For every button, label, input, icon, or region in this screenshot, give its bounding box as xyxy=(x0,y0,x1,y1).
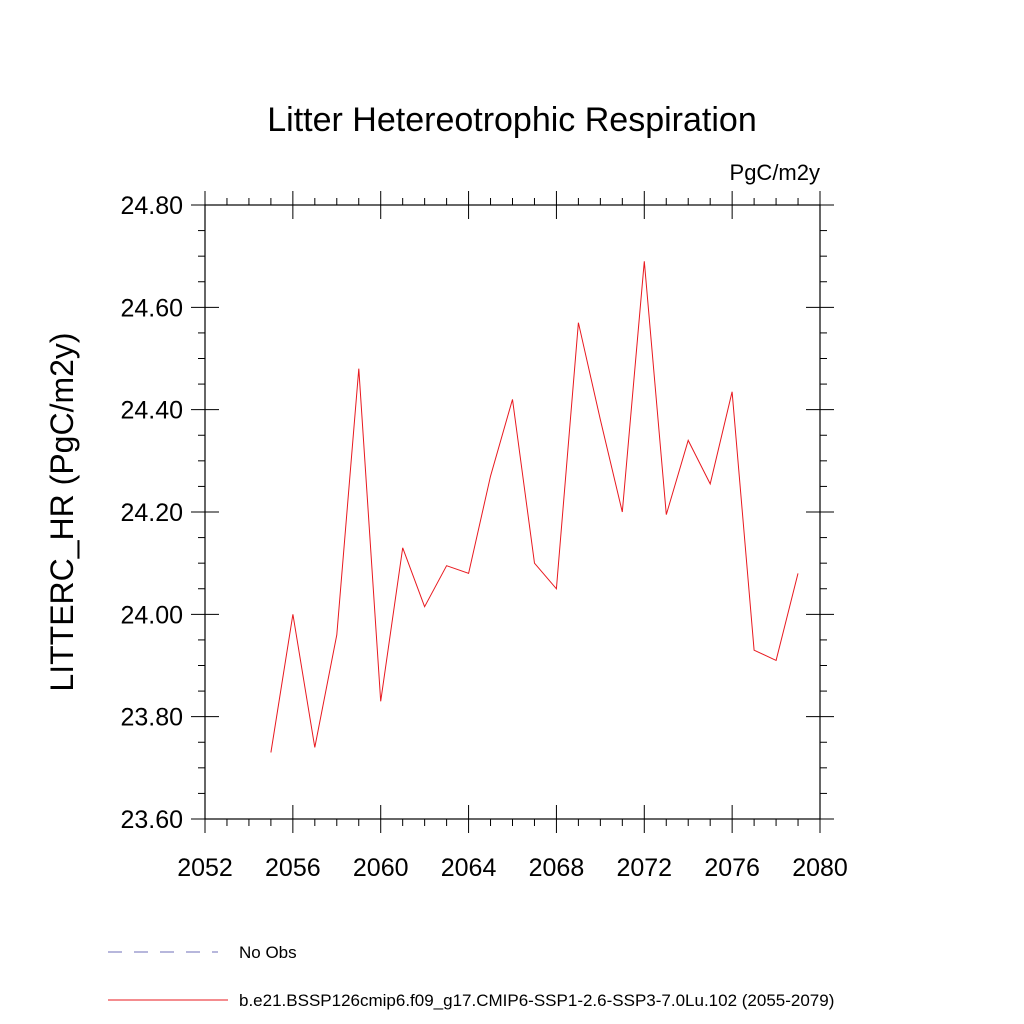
y-tick-label: 24.60 xyxy=(120,294,183,322)
series-layer xyxy=(270,261,799,753)
x-tick-label: 2068 xyxy=(529,854,585,882)
x-tick-label: 2056 xyxy=(265,854,321,882)
plot-frame xyxy=(204,204,821,820)
y-tick-label: 23.60 xyxy=(120,806,183,834)
y-tick-label: 24.80 xyxy=(120,192,183,220)
x-tick-label: 2076 xyxy=(704,854,760,882)
x-tick-label: 2064 xyxy=(441,854,497,882)
y-tick-label: 24.40 xyxy=(120,397,183,425)
x-tick-label: 2060 xyxy=(353,854,409,882)
x-tick-label: 2072 xyxy=(616,854,672,882)
tick-labels: 2052 2056 2060 2064 2068 2072 2076 2080 23.60 23.… xyxy=(120,192,847,882)
legend-label-no-obs: No Obs xyxy=(239,943,297,962)
x-tick-label: 2052 xyxy=(177,854,233,882)
axis-ticks xyxy=(191,191,834,833)
x-tick-label: 2080 xyxy=(792,854,848,882)
legend: No Obs b.e21.BSSP126cmip6.f09_g17.CMIP6-… xyxy=(108,943,834,1010)
units-label: PgC/m2y xyxy=(730,160,820,185)
chart-title: Litter Hetereotrophic Respiration xyxy=(267,101,756,139)
y-axis-label: LITTERC_HR (PgC/m2y) xyxy=(44,332,80,691)
legend-label-model: b.e21.BSSP126cmip6.f09_g17.CMIP6-SSP1-2.… xyxy=(239,991,834,1010)
y-tick-label: 24.20 xyxy=(120,499,183,527)
y-tick-label: 23.80 xyxy=(120,704,183,732)
series-line-0 xyxy=(270,261,799,753)
y-tick-label: 24.00 xyxy=(120,601,183,629)
